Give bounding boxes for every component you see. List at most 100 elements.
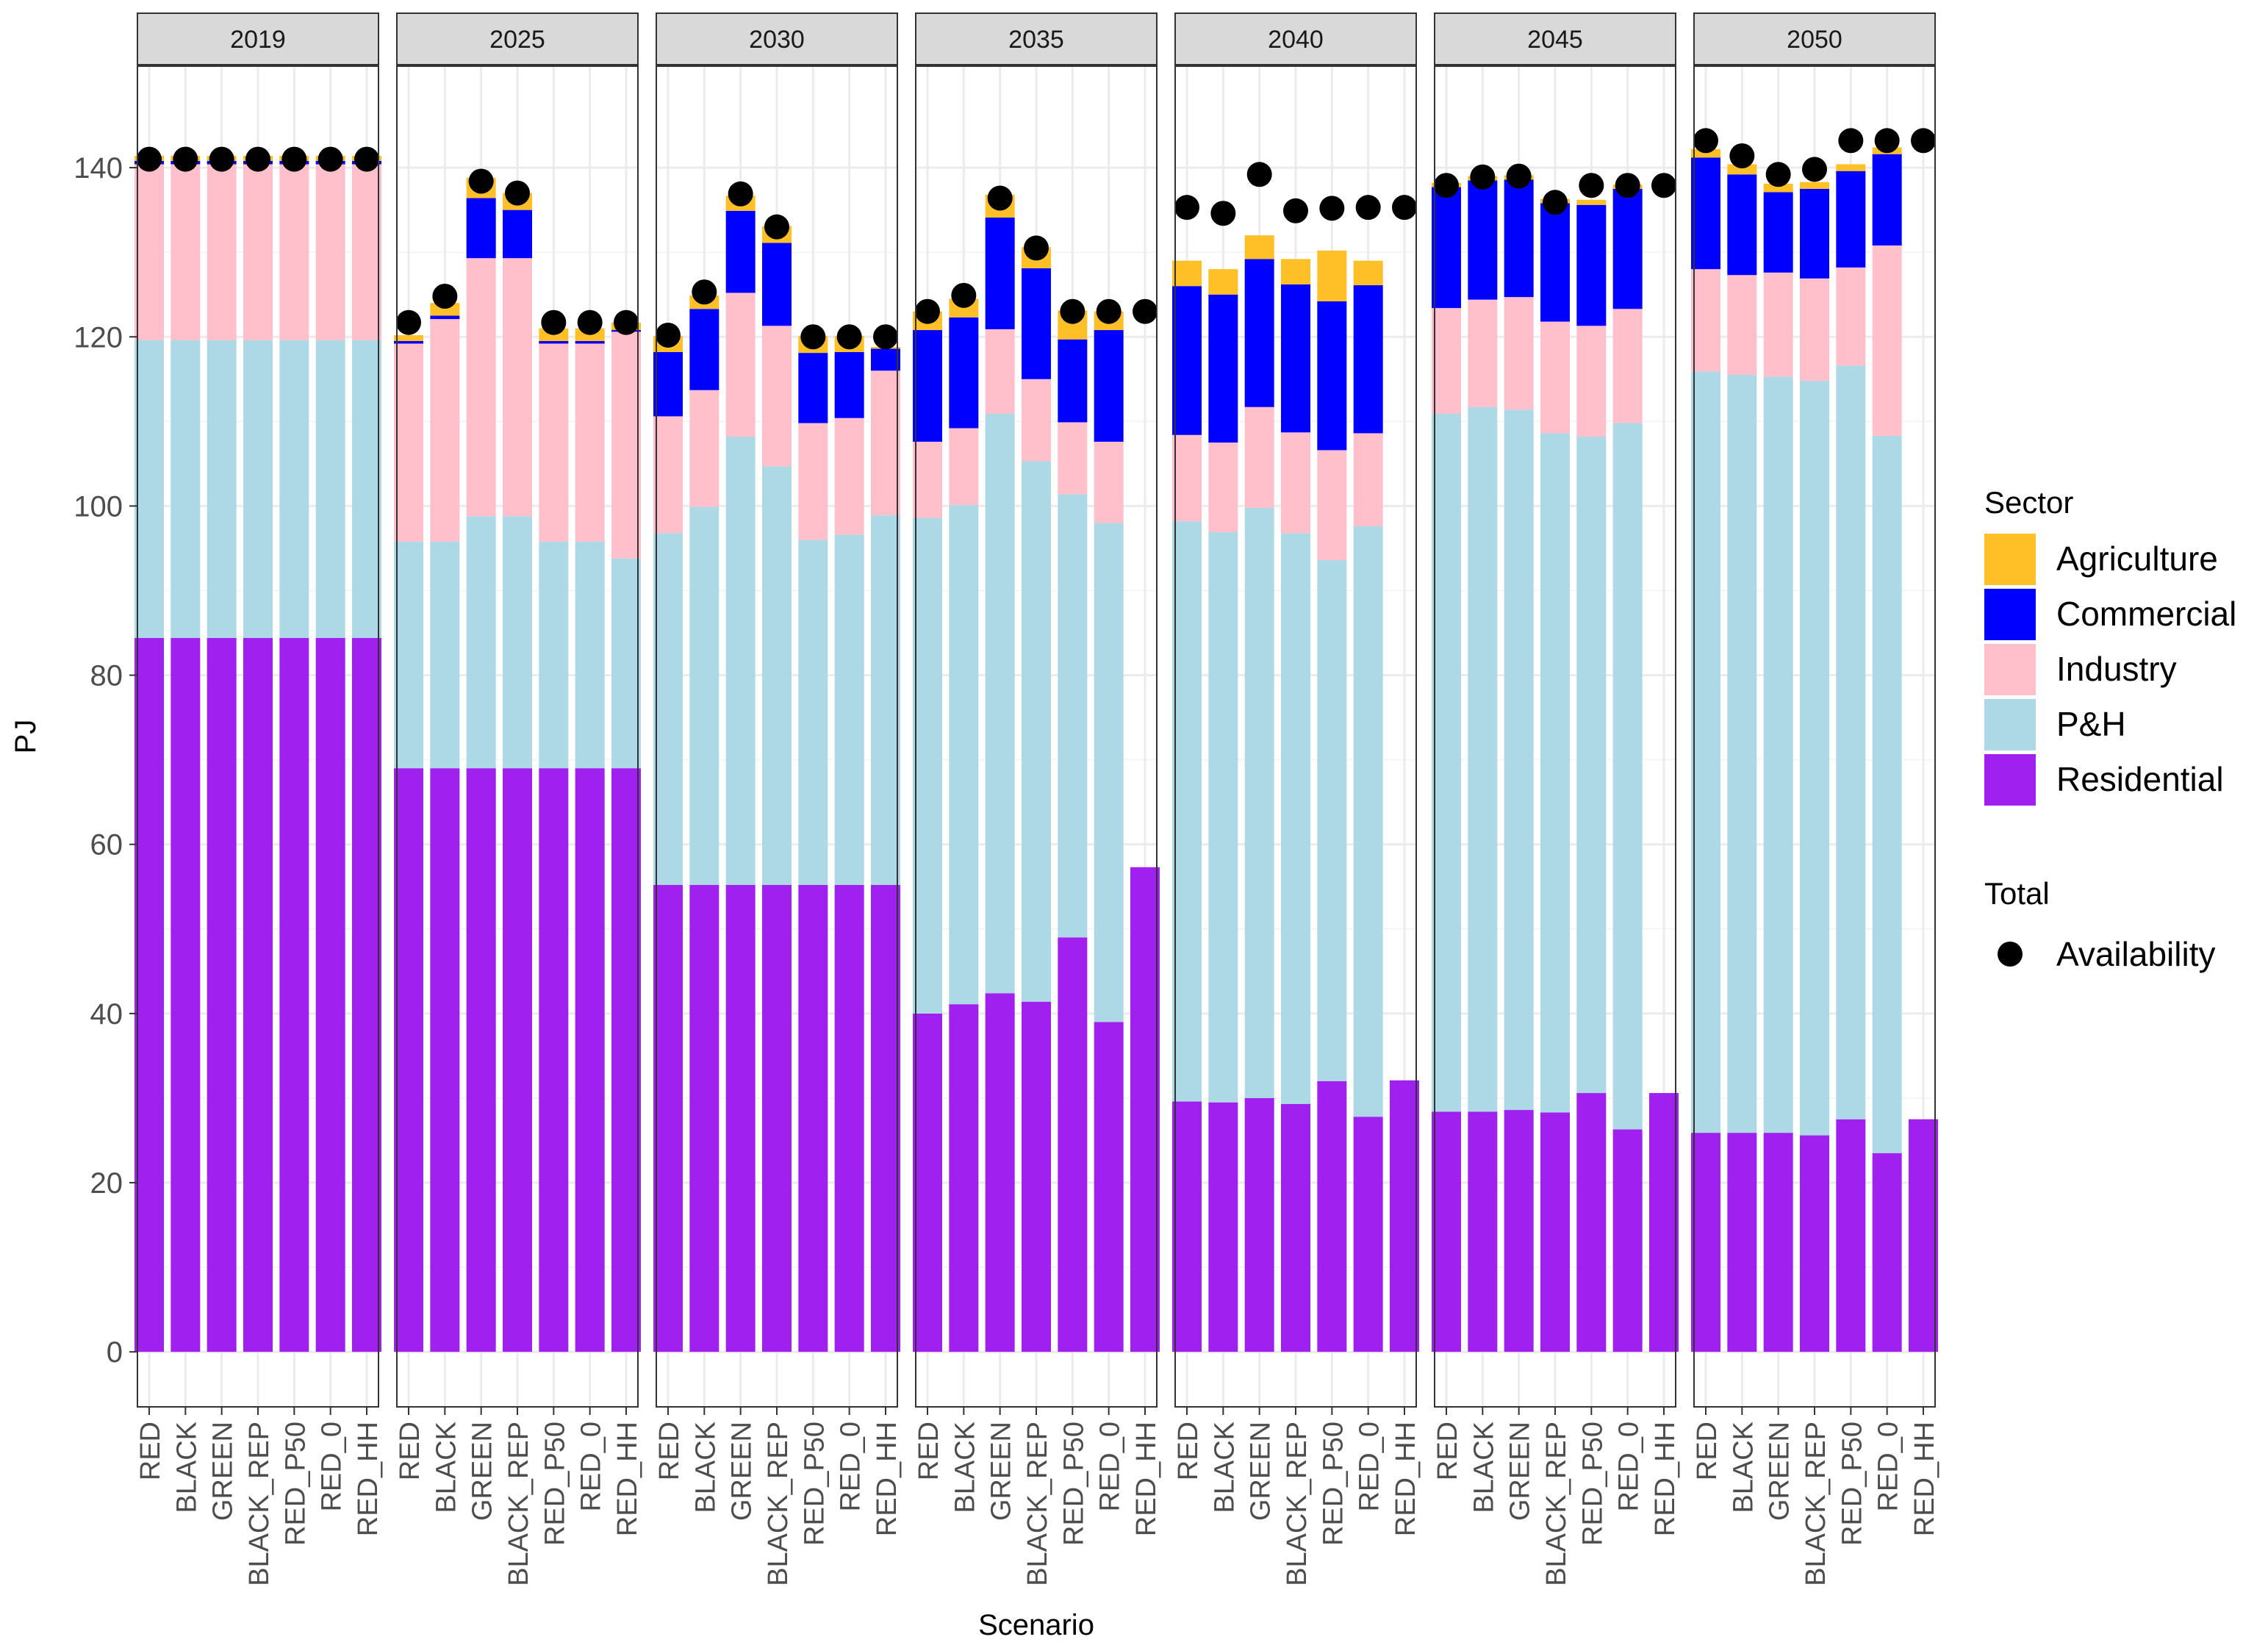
facet-strip-label: 2035	[1008, 26, 1064, 54]
bar-segment	[1390, 1080, 1419, 1352]
x-tick-label: BLACK_REP	[244, 1422, 275, 1586]
x-tick-label: RED	[1173, 1422, 1204, 1480]
facet-panel-2050: 2050 RED BLACK GREEN BLACK_REP RED_P50 RED_0 RE…	[1691, 12, 1940, 1586]
bar-segment	[279, 340, 309, 638]
bar-segment	[871, 348, 900, 371]
bar-segment	[1317, 560, 1347, 1081]
bar-segment	[762, 326, 792, 467]
legend-key-commercial	[1984, 589, 2036, 640]
bar-segment	[725, 437, 756, 885]
bar-segment	[1172, 1101, 1202, 1352]
bar-segment	[1800, 182, 1829, 189]
bar-segment	[1504, 179, 1534, 298]
x-tick-label: RED	[914, 1422, 944, 1480]
availability-point	[1024, 235, 1049, 261]
legend-key-residential	[1984, 754, 2036, 806]
x-tick-label: BLACK	[1209, 1422, 1240, 1513]
x-tick-label: RED_P50	[539, 1422, 570, 1546]
bar-segment	[352, 164, 381, 340]
bar-segment	[1130, 867, 1160, 1352]
bar-segment	[985, 329, 1015, 414]
bar-segment	[798, 353, 828, 423]
bar-segment	[1576, 1093, 1607, 1352]
x-tick-label: RED_0	[836, 1422, 866, 1512]
facet-strip-label: 2050	[1787, 26, 1842, 54]
y-tick-label: 80	[90, 660, 123, 692]
bar-segment	[871, 515, 900, 885]
x-tick-label: GREEN	[1765, 1422, 1795, 1521]
x-tick-label: GREEN	[467, 1422, 498, 1521]
availability-point	[1543, 190, 1568, 215]
bar-segment	[1432, 308, 1461, 414]
availability-point	[1693, 128, 1718, 154]
x-tick-label: RED_P50	[1837, 1422, 1867, 1546]
bar-segment	[1353, 285, 1383, 434]
facet-strip	[396, 12, 639, 65]
bar-segment	[243, 164, 273, 340]
bar-segment	[171, 637, 201, 1352]
availability-point	[1729, 143, 1755, 168]
bar-segment	[871, 370, 900, 516]
bar-segment	[653, 884, 683, 1352]
bar-segment	[1800, 381, 1829, 1136]
x-tick-label: RED_HH	[1131, 1422, 1162, 1536]
bar-segment	[1094, 523, 1124, 1022]
facet-strip	[1693, 12, 1936, 65]
bar-segment	[1872, 435, 1902, 1153]
bar-segment	[1612, 309, 1643, 423]
bar-segment	[1022, 461, 1051, 1002]
bar-segment	[1576, 326, 1607, 437]
bar-segment	[134, 637, 164, 1352]
bar-segment	[653, 533, 683, 885]
bar-segment	[466, 768, 496, 1352]
bar-segment	[949, 317, 979, 429]
bar-segment	[1800, 188, 1829, 279]
bar-segment	[1317, 301, 1347, 451]
bar-segment	[1763, 272, 1793, 377]
x-tick-label: RED_0	[576, 1422, 607, 1512]
x-tick-label: BLACK	[431, 1422, 462, 1513]
bar-segment	[834, 417, 864, 535]
bar-segment	[575, 768, 605, 1352]
facet-strip	[656, 12, 898, 65]
availability-point	[836, 324, 862, 350]
bar-segment	[279, 637, 309, 1352]
bar-segment	[689, 309, 719, 390]
bar-segment	[798, 884, 828, 1352]
bar-segment	[394, 343, 423, 542]
availability-point	[577, 309, 603, 335]
bar-segment	[871, 884, 900, 1352]
x-tick-label: RED	[395, 1422, 426, 1480]
bar-segment	[1208, 1102, 1238, 1352]
availability-point	[1246, 162, 1272, 187]
bar-segment	[1836, 365, 1866, 1119]
bar-segment	[394, 334, 423, 342]
bar-segment	[1432, 413, 1461, 1112]
x-tick-label: RED	[654, 1422, 685, 1480]
bar-segment	[949, 505, 979, 1005]
availability-point	[173, 146, 198, 172]
bar-segment	[689, 884, 719, 1352]
availability-point	[764, 214, 789, 240]
bar-segment	[1208, 294, 1238, 443]
x-tick-label: RED_HH	[1909, 1422, 1940, 1536]
availability-point	[1319, 196, 1345, 221]
bar-segment	[913, 441, 942, 518]
bar-segment	[539, 341, 569, 344]
facet-panel-2035: 2035 RED BLACK GREEN BLACK_REP RED_P50 RED_0 RE…	[913, 12, 1162, 1586]
facet-strip-label: 2030	[749, 26, 805, 54]
x-tick-label: RED	[1692, 1422, 1723, 1480]
bar-segment	[762, 466, 792, 885]
bar-segment	[611, 331, 641, 559]
bar-segment	[1540, 203, 1570, 322]
y-axis-title: PJ	[10, 720, 42, 754]
bar-segment	[503, 209, 532, 259]
bar-segment	[1058, 339, 1088, 423]
bar-segment	[1836, 1119, 1866, 1352]
facet-strip	[1434, 12, 1676, 65]
bar-segment	[539, 541, 569, 769]
bar-segment	[1872, 245, 1902, 436]
bar-segment	[1468, 406, 1498, 1112]
bar-segment	[466, 198, 496, 259]
